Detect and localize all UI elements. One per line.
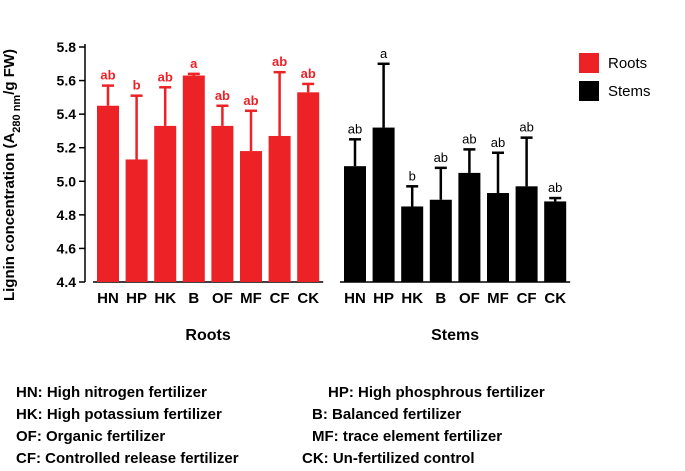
roots-bar-hp: [125, 159, 148, 282]
stems-bar-ck: [544, 201, 567, 282]
roots-significance-hp: b: [133, 78, 141, 93]
chart-legend: Roots Stems: [579, 53, 651, 101]
roots-category-mf: MF: [240, 290, 262, 307]
note-of: OF: Organic fertilizer: [16, 428, 166, 445]
roots-bar-ck: [297, 92, 320, 282]
stems-significance-hn: ab: [348, 121, 362, 136]
stems-bar-hn: [344, 166, 366, 282]
stems-significance-of: ab: [462, 131, 476, 146]
stems-category-b: B: [435, 290, 446, 307]
stems-category-cf: CF: [517, 290, 537, 307]
roots-significance-of: ab: [215, 88, 230, 103]
stems-category-ck: CK: [544, 290, 566, 307]
stems-bar-of: [458, 172, 481, 282]
roots-significance-hk: ab: [158, 69, 173, 84]
stems-significance-mf: ab: [491, 135, 505, 150]
roots-category-cf: CF: [270, 290, 290, 307]
y-tick-label: 5.6: [57, 73, 77, 89]
stems-category-hk: HK: [401, 290, 423, 307]
y-tick-label: 4.4: [57, 274, 77, 290]
y-tick-label: 5.4: [57, 106, 77, 122]
roots-category-ck: CK: [297, 290, 319, 307]
y-tick-label: 5.8: [57, 39, 77, 55]
y-tick-label: 4.8: [57, 207, 77, 223]
legend-swatch-roots: [579, 53, 599, 73]
roots-category-hn: HN: [97, 290, 119, 307]
stems-category-hp: HP: [373, 290, 394, 307]
chart-labels: ab HN b HP ab HK a Bab OF ab MF ab CF ab CK Roots ab HN a H…: [97, 46, 566, 344]
roots-category-hp: HP: [126, 290, 147, 307]
roots-bar-mf: [240, 151, 262, 282]
stems-significance-hp: a: [380, 46, 388, 61]
y-tick-label: 4.6: [57, 240, 77, 256]
stems-group-label: Stems: [431, 327, 479, 344]
note-hp: HP: High phosphrous fertilizer: [328, 384, 545, 401]
stems-category-mf: MF: [487, 290, 509, 307]
roots-significance-hn: ab: [100, 68, 115, 83]
roots-category-b: B: [188, 290, 199, 307]
roots-significance-cf: ab: [272, 54, 287, 69]
stems-bar-b: [429, 199, 452, 282]
legend-label-roots: Roots: [608, 55, 647, 72]
stems-significance-b: ab: [434, 150, 448, 165]
stems-significance-ck: ab: [548, 180, 562, 195]
legend-swatch-stems: [579, 81, 599, 101]
roots-significance-mf: ab: [243, 93, 258, 108]
stems-bar-cf: [515, 186, 538, 282]
roots-category-hk: HK: [154, 290, 176, 307]
roots-bar-b: [182, 75, 205, 283]
stems-significance-hk: b: [409, 168, 416, 183]
roots-category-of: OF: [212, 290, 233, 307]
stems-category-hn: HN: [344, 290, 366, 307]
note-hn: HN: High nitrogen fertilizer: [16, 384, 207, 401]
stems-bar-hp: [372, 127, 395, 282]
note-mf: MF: trace element fertilizer: [312, 428, 503, 445]
y-axis-label: Lignin concentration (A280 nm/g FW): [1, 49, 23, 301]
roots-significance-b: a: [190, 56, 198, 71]
y-tick-label: 5.0: [57, 173, 77, 189]
note-hk: HK: High potassium fertilizer: [16, 406, 222, 423]
stems-bar-mf: [487, 193, 509, 282]
lignin-bar-chart: 4.44.64.85.05.25.45.65.8 abHNbHPabHKaBab…: [1, 39, 651, 344]
stems-bar-hk: [401, 206, 424, 282]
roots-bar-cf: [268, 135, 291, 282]
roots-bar-of: [211, 125, 234, 283]
note-cf: CF: Controlled release fertilizer: [16, 450, 239, 467]
stems-category-of: OF: [459, 290, 480, 307]
stems-significance-cf: ab: [519, 120, 533, 135]
legend-label-stems: Stems: [608, 83, 651, 100]
roots-significance-ck: ab: [301, 66, 316, 81]
note-b: B: Balanced fertilizer: [312, 406, 462, 423]
chart-bars: [97, 62, 567, 283]
roots-bar-hn: [97, 105, 119, 282]
y-tick-label: 5.2: [57, 140, 77, 156]
roots-group-label: Roots: [185, 327, 230, 344]
roots-bar-hk: [154, 125, 177, 283]
note-ck: CK: Un-fertilized control: [302, 450, 475, 467]
